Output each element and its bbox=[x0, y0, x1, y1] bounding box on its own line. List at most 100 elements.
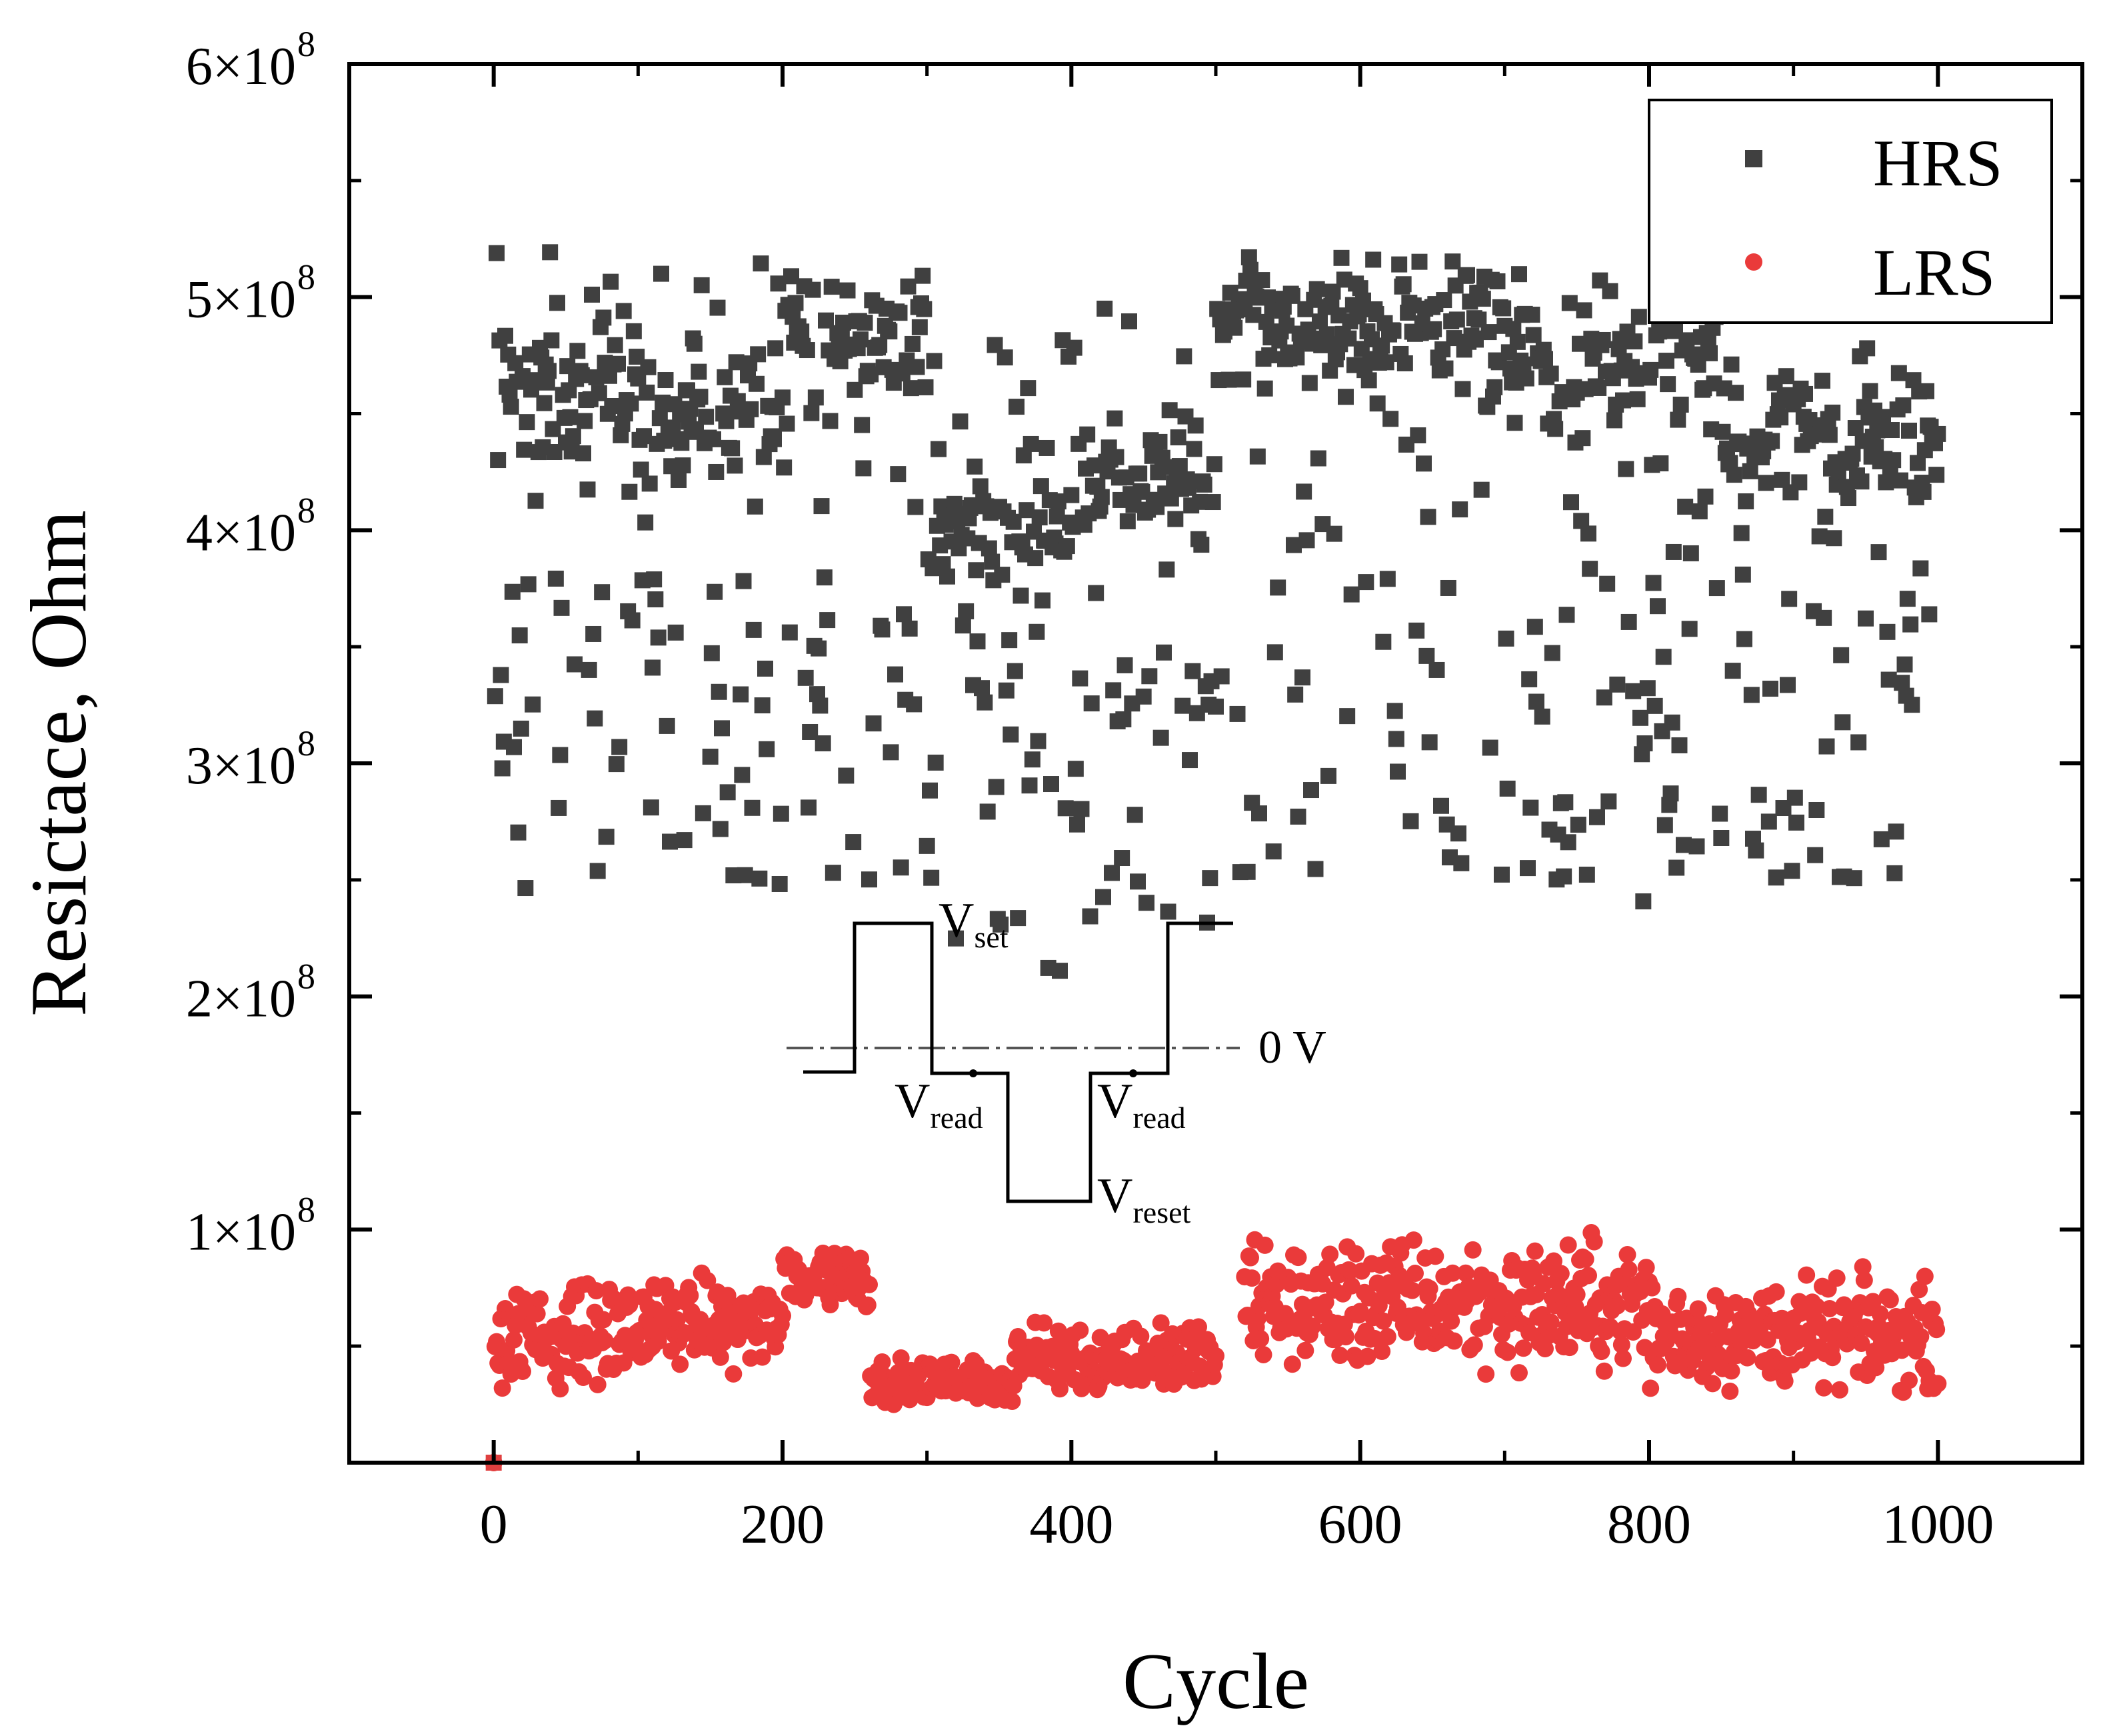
hrs-point bbox=[1390, 763, 1406, 780]
hrs-point bbox=[1561, 295, 1578, 311]
hrs-point bbox=[667, 624, 684, 641]
hrs-point bbox=[1156, 644, 1172, 661]
y-tick-exponent: 8 bbox=[297, 957, 315, 997]
hrs-point bbox=[1885, 452, 1902, 469]
hrs-point bbox=[1158, 561, 1175, 578]
hrs-point bbox=[1525, 327, 1542, 343]
x-tick-label: 600 bbox=[1318, 1493, 1402, 1555]
lrs-point bbox=[1252, 1330, 1270, 1348]
lrs-point bbox=[1289, 1249, 1307, 1267]
hrs-point bbox=[1360, 372, 1377, 389]
hrs-point bbox=[1780, 677, 1796, 693]
hrs-point bbox=[707, 583, 723, 600]
hrs-point bbox=[766, 431, 782, 447]
hrs-point bbox=[610, 355, 626, 372]
lrs-point bbox=[1283, 1355, 1301, 1373]
lrs-point bbox=[1716, 1306, 1734, 1324]
hrs-point bbox=[1391, 256, 1408, 273]
hrs-point bbox=[857, 315, 873, 331]
hrs-point bbox=[979, 803, 996, 820]
x-tick-label: 1000 bbox=[1882, 1493, 1994, 1555]
hrs-point bbox=[958, 603, 975, 619]
hrs-point bbox=[1030, 733, 1047, 749]
hrs-point bbox=[896, 606, 912, 623]
hrs-point bbox=[735, 573, 752, 589]
hrs-point bbox=[1639, 680, 1656, 697]
hrs-point bbox=[807, 389, 824, 406]
hrs-point bbox=[1453, 855, 1470, 871]
hrs-point bbox=[1681, 621, 1698, 637]
legend-lrs-label: LRS bbox=[1873, 235, 1995, 309]
hrs-point bbox=[1003, 726, 1019, 743]
hrs-point bbox=[1290, 808, 1306, 825]
lrs-point bbox=[1560, 1339, 1578, 1357]
hrs-point bbox=[625, 323, 642, 339]
hrs-point bbox=[1254, 272, 1270, 289]
hrs-point bbox=[487, 688, 503, 705]
hrs-point bbox=[1816, 609, 1832, 626]
lrs-point bbox=[873, 1353, 891, 1371]
lrs-point bbox=[1296, 1341, 1314, 1359]
hrs-point bbox=[927, 754, 944, 771]
hrs-point bbox=[1196, 476, 1212, 493]
hrs-point bbox=[905, 335, 921, 352]
hrs-point bbox=[1057, 800, 1074, 817]
hrs-point bbox=[1918, 383, 1934, 399]
hrs-point bbox=[1811, 528, 1828, 545]
hrs-point bbox=[813, 498, 830, 515]
hrs-point bbox=[1235, 371, 1252, 388]
hrs-point bbox=[1010, 910, 1027, 927]
hrs-point bbox=[993, 916, 1009, 933]
hrs-point bbox=[994, 567, 1011, 583]
hrs-point bbox=[1528, 693, 1544, 710]
hrs-point bbox=[1436, 292, 1452, 309]
lrs-point bbox=[1534, 1275, 1552, 1293]
lrs-point bbox=[1624, 1323, 1642, 1341]
hrs-point bbox=[633, 461, 649, 478]
hrs-point bbox=[1386, 703, 1403, 719]
hrs-point bbox=[1642, 361, 1659, 378]
hrs-point bbox=[753, 255, 769, 272]
pulse-diagram-inset: Vset 0 V Vread Vread Vreset bbox=[787, 893, 1326, 1229]
lrs-point bbox=[1406, 1265, 1424, 1283]
hrs-point bbox=[779, 415, 795, 432]
hrs-point bbox=[853, 331, 869, 348]
vread-dot-2 bbox=[1129, 1069, 1137, 1077]
hrs-point bbox=[549, 295, 565, 311]
lrs-point bbox=[1426, 1247, 1444, 1265]
hrs-point bbox=[1664, 714, 1680, 731]
hrs-point bbox=[919, 837, 935, 854]
hrs-point bbox=[1665, 543, 1682, 560]
hrs-point bbox=[589, 863, 606, 879]
hrs-point bbox=[1343, 586, 1360, 603]
hrs-point bbox=[1480, 324, 1497, 341]
hrs-point bbox=[1895, 397, 1912, 414]
hrs-point bbox=[581, 661, 597, 678]
hrs-point bbox=[653, 265, 669, 282]
hrs-point bbox=[1318, 326, 1335, 343]
hrs-point bbox=[1651, 323, 1668, 340]
hrs-point bbox=[1106, 410, 1123, 427]
hrs-point bbox=[1547, 421, 1564, 437]
hrs-point bbox=[712, 821, 729, 837]
lrs-point bbox=[1133, 1371, 1151, 1389]
hrs-point bbox=[547, 570, 564, 587]
hrs-point bbox=[1846, 870, 1862, 887]
hrs-point bbox=[1130, 873, 1146, 890]
hrs-point bbox=[1658, 353, 1674, 369]
hrs-point bbox=[1294, 669, 1310, 686]
hrs-point bbox=[1520, 860, 1536, 877]
hrs-point bbox=[1176, 348, 1192, 365]
hrs-point bbox=[1204, 494, 1221, 511]
hrs-point bbox=[569, 343, 586, 359]
lrs-point bbox=[1035, 1314, 1053, 1332]
hrs-point bbox=[1182, 752, 1198, 769]
hrs-point bbox=[1043, 776, 1059, 793]
v-read-label-1: Vread bbox=[895, 1074, 983, 1135]
hrs-point bbox=[1896, 656, 1913, 673]
hrs-point bbox=[587, 710, 603, 727]
hrs-point bbox=[1031, 509, 1048, 526]
hrs-point bbox=[1495, 300, 1512, 317]
lrs-point bbox=[1444, 1264, 1462, 1282]
